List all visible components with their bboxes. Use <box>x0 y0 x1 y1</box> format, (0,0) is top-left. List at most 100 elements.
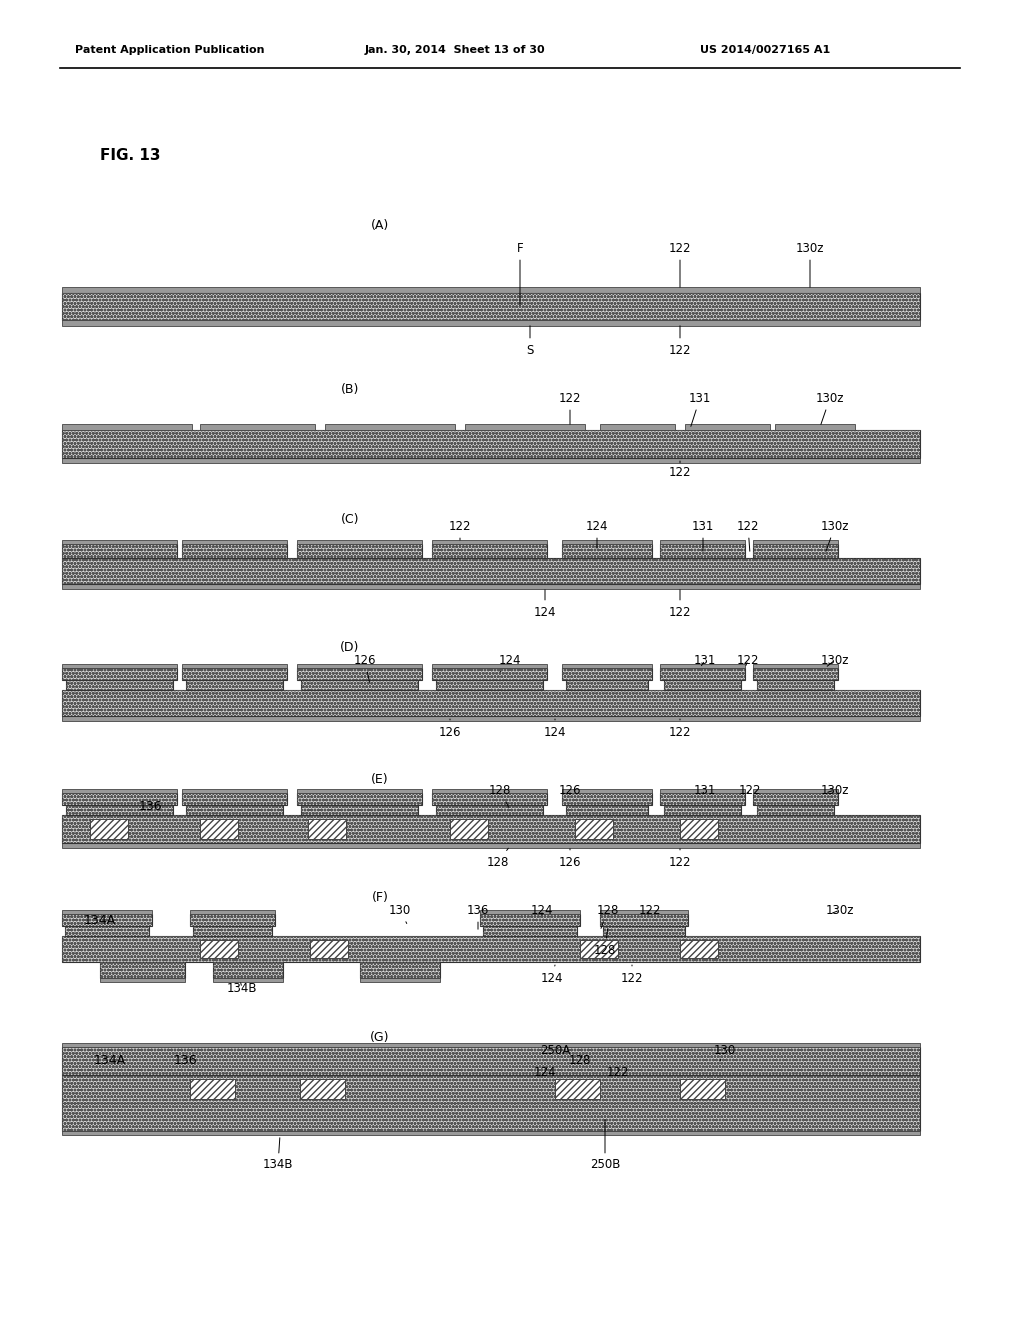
Bar <box>436 805 543 814</box>
Bar <box>182 668 287 680</box>
Bar <box>200 424 315 430</box>
Bar <box>600 424 675 430</box>
Bar <box>600 909 688 913</box>
Text: 126: 126 <box>559 849 582 869</box>
Bar <box>432 789 547 793</box>
Bar <box>62 668 177 680</box>
Bar <box>753 544 838 558</box>
Text: US 2014/0027165 A1: US 2014/0027165 A1 <box>700 45 830 55</box>
Bar <box>660 793 745 805</box>
Bar <box>62 1074 920 1104</box>
Bar <box>66 805 173 814</box>
Bar <box>62 430 920 458</box>
Bar <box>182 793 287 805</box>
Bar <box>603 927 685 936</box>
Bar <box>62 913 152 927</box>
Bar <box>297 664 422 668</box>
Text: FIG. 13: FIG. 13 <box>100 148 161 162</box>
Bar <box>664 805 741 814</box>
Bar <box>200 818 238 840</box>
Bar <box>753 789 838 793</box>
Bar <box>432 544 547 558</box>
Bar <box>213 962 283 978</box>
Bar <box>465 424 585 430</box>
Bar <box>62 286 920 293</box>
Bar <box>562 544 652 558</box>
Bar <box>562 544 652 558</box>
Bar <box>308 818 346 840</box>
Bar <box>480 913 580 927</box>
Text: 124: 124 <box>541 965 563 985</box>
Bar <box>660 789 745 793</box>
Bar <box>66 805 173 814</box>
Text: 130: 130 <box>714 1044 736 1061</box>
Text: 122: 122 <box>669 242 691 288</box>
Text: 122: 122 <box>449 520 471 540</box>
Bar <box>297 668 422 680</box>
Bar <box>213 962 283 978</box>
Text: 130z: 130z <box>816 392 844 424</box>
Bar <box>566 680 648 690</box>
Bar <box>62 1047 920 1074</box>
Bar <box>62 936 920 962</box>
Bar <box>62 1043 920 1047</box>
Bar <box>753 540 838 544</box>
Bar <box>566 805 648 814</box>
Bar <box>62 1104 920 1131</box>
Text: 130z: 130z <box>821 653 849 667</box>
Text: 124: 124 <box>586 520 608 548</box>
Bar <box>193 927 272 936</box>
Bar <box>190 913 275 927</box>
Bar <box>660 544 745 558</box>
Bar <box>62 424 193 430</box>
Bar <box>62 1104 920 1131</box>
Bar <box>300 1078 345 1100</box>
Bar <box>685 424 770 430</box>
Bar <box>436 680 543 690</box>
Bar <box>660 668 745 680</box>
Bar <box>66 680 173 690</box>
Bar <box>660 668 745 680</box>
Bar <box>360 962 440 978</box>
Bar <box>325 424 455 430</box>
Text: 128: 128 <box>488 784 511 808</box>
Bar <box>182 789 287 793</box>
Text: 122: 122 <box>669 326 691 356</box>
Text: 130z: 130z <box>821 520 849 552</box>
Bar <box>436 805 543 814</box>
Text: 128: 128 <box>568 1053 591 1067</box>
Bar <box>186 680 283 690</box>
Bar <box>62 458 920 463</box>
Bar <box>432 793 547 805</box>
Text: 134B: 134B <box>263 1138 293 1172</box>
Bar <box>297 789 422 793</box>
Bar <box>432 668 547 680</box>
Bar <box>62 540 177 544</box>
Bar <box>62 814 920 843</box>
Text: 134A: 134A <box>94 1053 126 1067</box>
Bar <box>450 818 488 840</box>
Bar <box>580 940 618 958</box>
Bar <box>600 913 688 927</box>
Text: (A): (A) <box>371 219 389 231</box>
Text: 134A: 134A <box>84 913 116 927</box>
Bar <box>297 544 422 558</box>
Text: 128: 128 <box>594 929 616 957</box>
Bar <box>562 668 652 680</box>
Bar <box>297 793 422 805</box>
Bar <box>562 664 652 668</box>
Bar <box>664 680 741 690</box>
Bar <box>62 430 920 458</box>
Bar <box>480 909 580 913</box>
Bar <box>757 805 834 814</box>
Text: 131: 131 <box>694 784 716 796</box>
Text: 130: 130 <box>389 903 411 924</box>
Bar <box>660 664 745 668</box>
Bar <box>297 544 422 558</box>
Text: (C): (C) <box>341 513 359 527</box>
Bar <box>297 668 422 680</box>
Text: 126: 126 <box>353 653 376 682</box>
Text: 131: 131 <box>689 392 712 426</box>
Text: 126: 126 <box>559 784 582 796</box>
Bar <box>301 680 418 690</box>
